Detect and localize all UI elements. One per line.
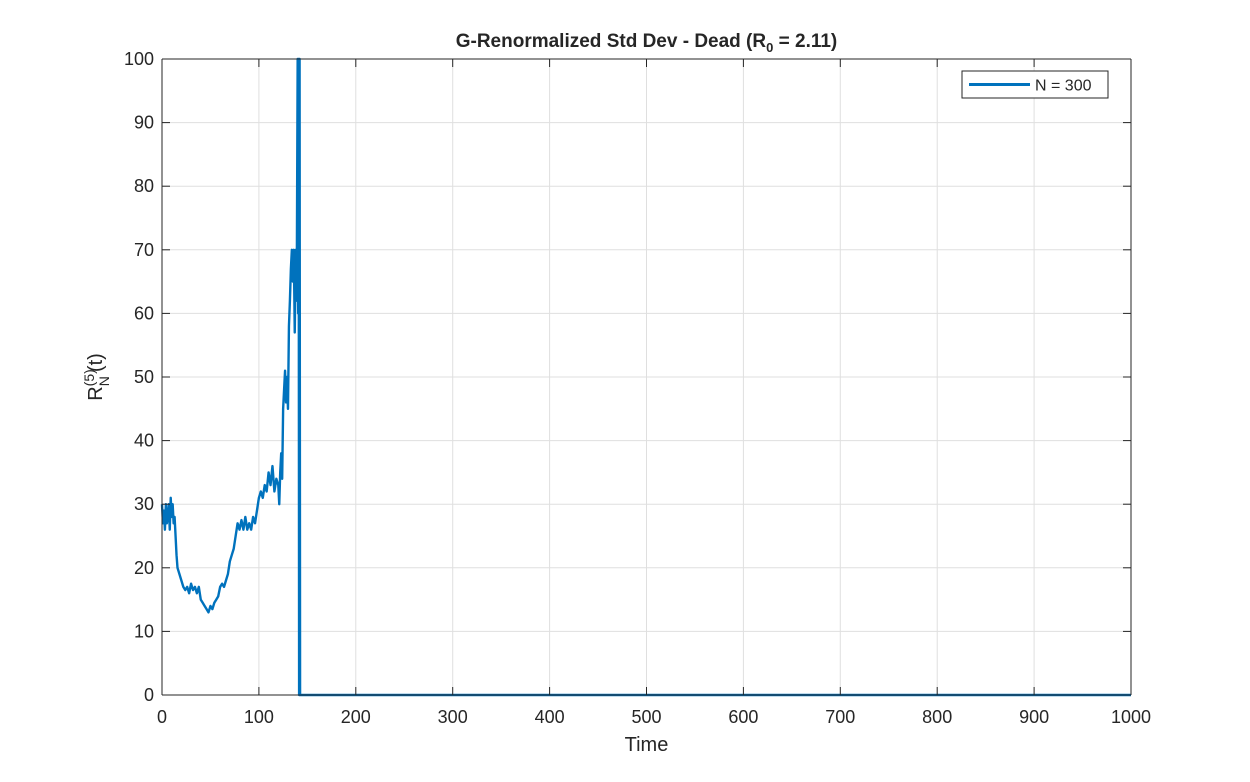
y-tick-label-100: 100 xyxy=(124,49,154,69)
y-tick-label-0: 0 xyxy=(144,685,154,705)
legend-label-n300: N = 300 xyxy=(1035,78,1092,95)
x-tick-label-600: 600 xyxy=(728,707,758,727)
grid-lines xyxy=(162,59,1131,695)
x-tick-label-400: 400 xyxy=(535,707,565,727)
x-tick-label-100: 100 xyxy=(244,707,274,727)
x-tick-label-800: 800 xyxy=(922,707,952,727)
legend: N = 300 xyxy=(961,70,1109,99)
y-axis-label-subscript: N xyxy=(96,376,112,386)
x-tick-label-0: 0 xyxy=(157,707,167,727)
y-tick-label-20: 20 xyxy=(134,558,154,578)
axes xyxy=(161,58,1132,696)
x-tick-label-900: 900 xyxy=(1019,707,1049,727)
y-tick-label-30: 30 xyxy=(134,494,154,514)
y-axis-label: R(5)N(t) xyxy=(81,353,112,401)
x-tick-label-1000: 1000 xyxy=(1111,707,1151,727)
y-tick-label-80: 80 xyxy=(134,176,154,196)
y-tick-label-60: 60 xyxy=(134,303,154,323)
y-tick-label-90: 90 xyxy=(134,113,154,133)
x-tick-label-200: 200 xyxy=(341,707,371,727)
y-tick-label-50: 50 xyxy=(134,367,154,387)
y-tick-label-10: 10 xyxy=(134,621,154,641)
y-tick-label-40: 40 xyxy=(134,431,154,451)
series-line-0 xyxy=(160,57,1131,697)
y-axis-label-superscript: (5) xyxy=(81,369,97,386)
x-axis-label: Time xyxy=(625,734,669,756)
x-tick-label-700: 700 xyxy=(825,707,855,727)
tick-labels: 0 100 200 300 400 500 600 700 800 900 1000 0 10 20 30 4… xyxy=(124,49,1151,727)
chart-title-subscript: 0 xyxy=(766,40,773,55)
x-tick-label-500: 500 xyxy=(631,707,661,727)
x-tick-label-300: 300 xyxy=(438,707,468,727)
y-tick-label-70: 70 xyxy=(134,240,154,260)
chart-title: G-Renormalized Std Dev - Dead (R0 = 2.11… xyxy=(456,31,838,55)
series-layer xyxy=(160,57,1131,697)
